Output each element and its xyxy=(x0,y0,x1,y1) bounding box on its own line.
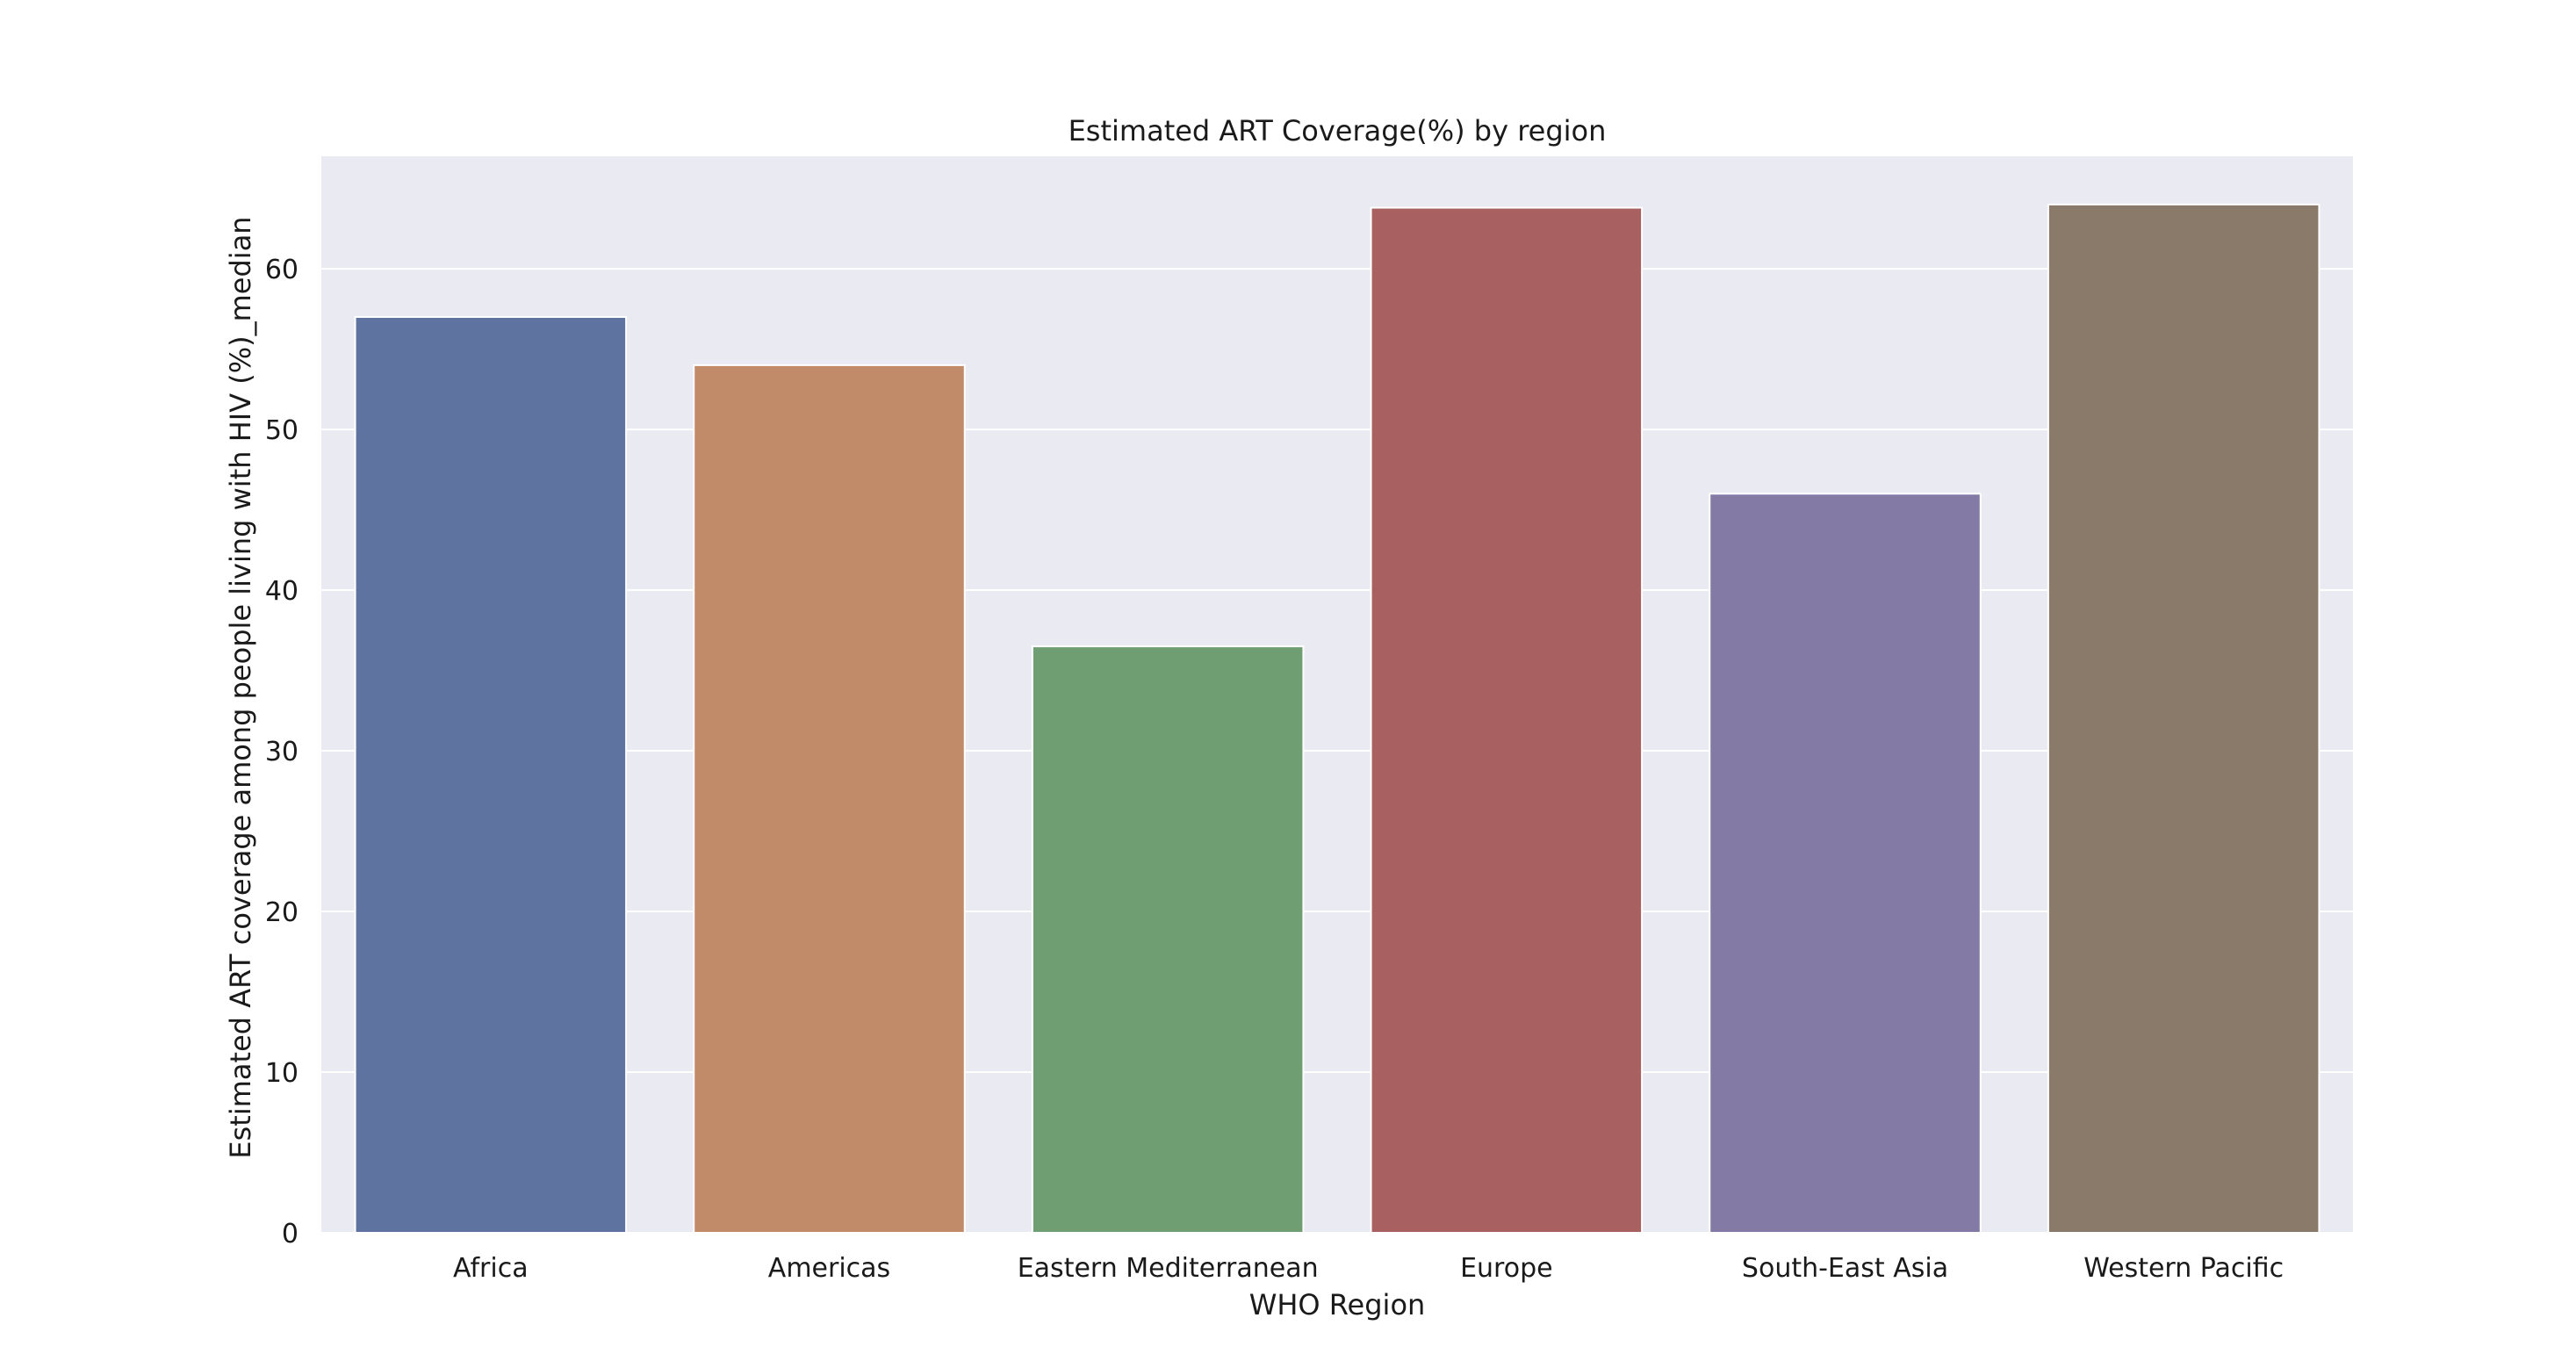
plot-background xyxy=(321,156,2353,1233)
y-tick-label: 40 xyxy=(265,576,299,607)
bar xyxy=(2047,203,2321,1235)
y-tick-label: 60 xyxy=(265,255,299,285)
bar xyxy=(354,315,628,1234)
bar xyxy=(693,364,966,1234)
y-tick-labels: 0 10 20 30 40 50 60 xyxy=(265,255,299,1249)
bar xyxy=(1031,645,1305,1234)
x-tick-label: Europe xyxy=(1460,1253,1553,1284)
x-axis-label: WHO Region xyxy=(1249,1288,1426,1321)
x-tick-label: Eastern Mediterranean xyxy=(1018,1253,1319,1284)
x-tick-labels: Africa Americas Eastern Mediterranean Europ… xyxy=(453,1253,2284,1284)
y-tick-label: 0 xyxy=(282,1219,299,1249)
bar xyxy=(1709,493,1982,1234)
bar xyxy=(1370,206,1644,1235)
y-tick-label: 30 xyxy=(265,737,299,767)
x-tick-label: Africa xyxy=(453,1253,529,1284)
x-tick-label: Western Pacific xyxy=(2083,1253,2284,1284)
y-tick-label: 50 xyxy=(265,415,299,446)
y-tick-label: 10 xyxy=(265,1058,299,1089)
y-tick-label: 20 xyxy=(265,897,299,928)
gridlines xyxy=(321,268,2353,1234)
x-tick-label: South-East Asia xyxy=(1742,1253,1948,1284)
bars xyxy=(354,203,2321,1235)
chart-title: Estimated ART Coverage(%) by region xyxy=(1069,114,1607,148)
x-tick-label: Americas xyxy=(768,1253,890,1284)
y-axis-label: Estimated ART coverage among people livi… xyxy=(224,216,257,1158)
